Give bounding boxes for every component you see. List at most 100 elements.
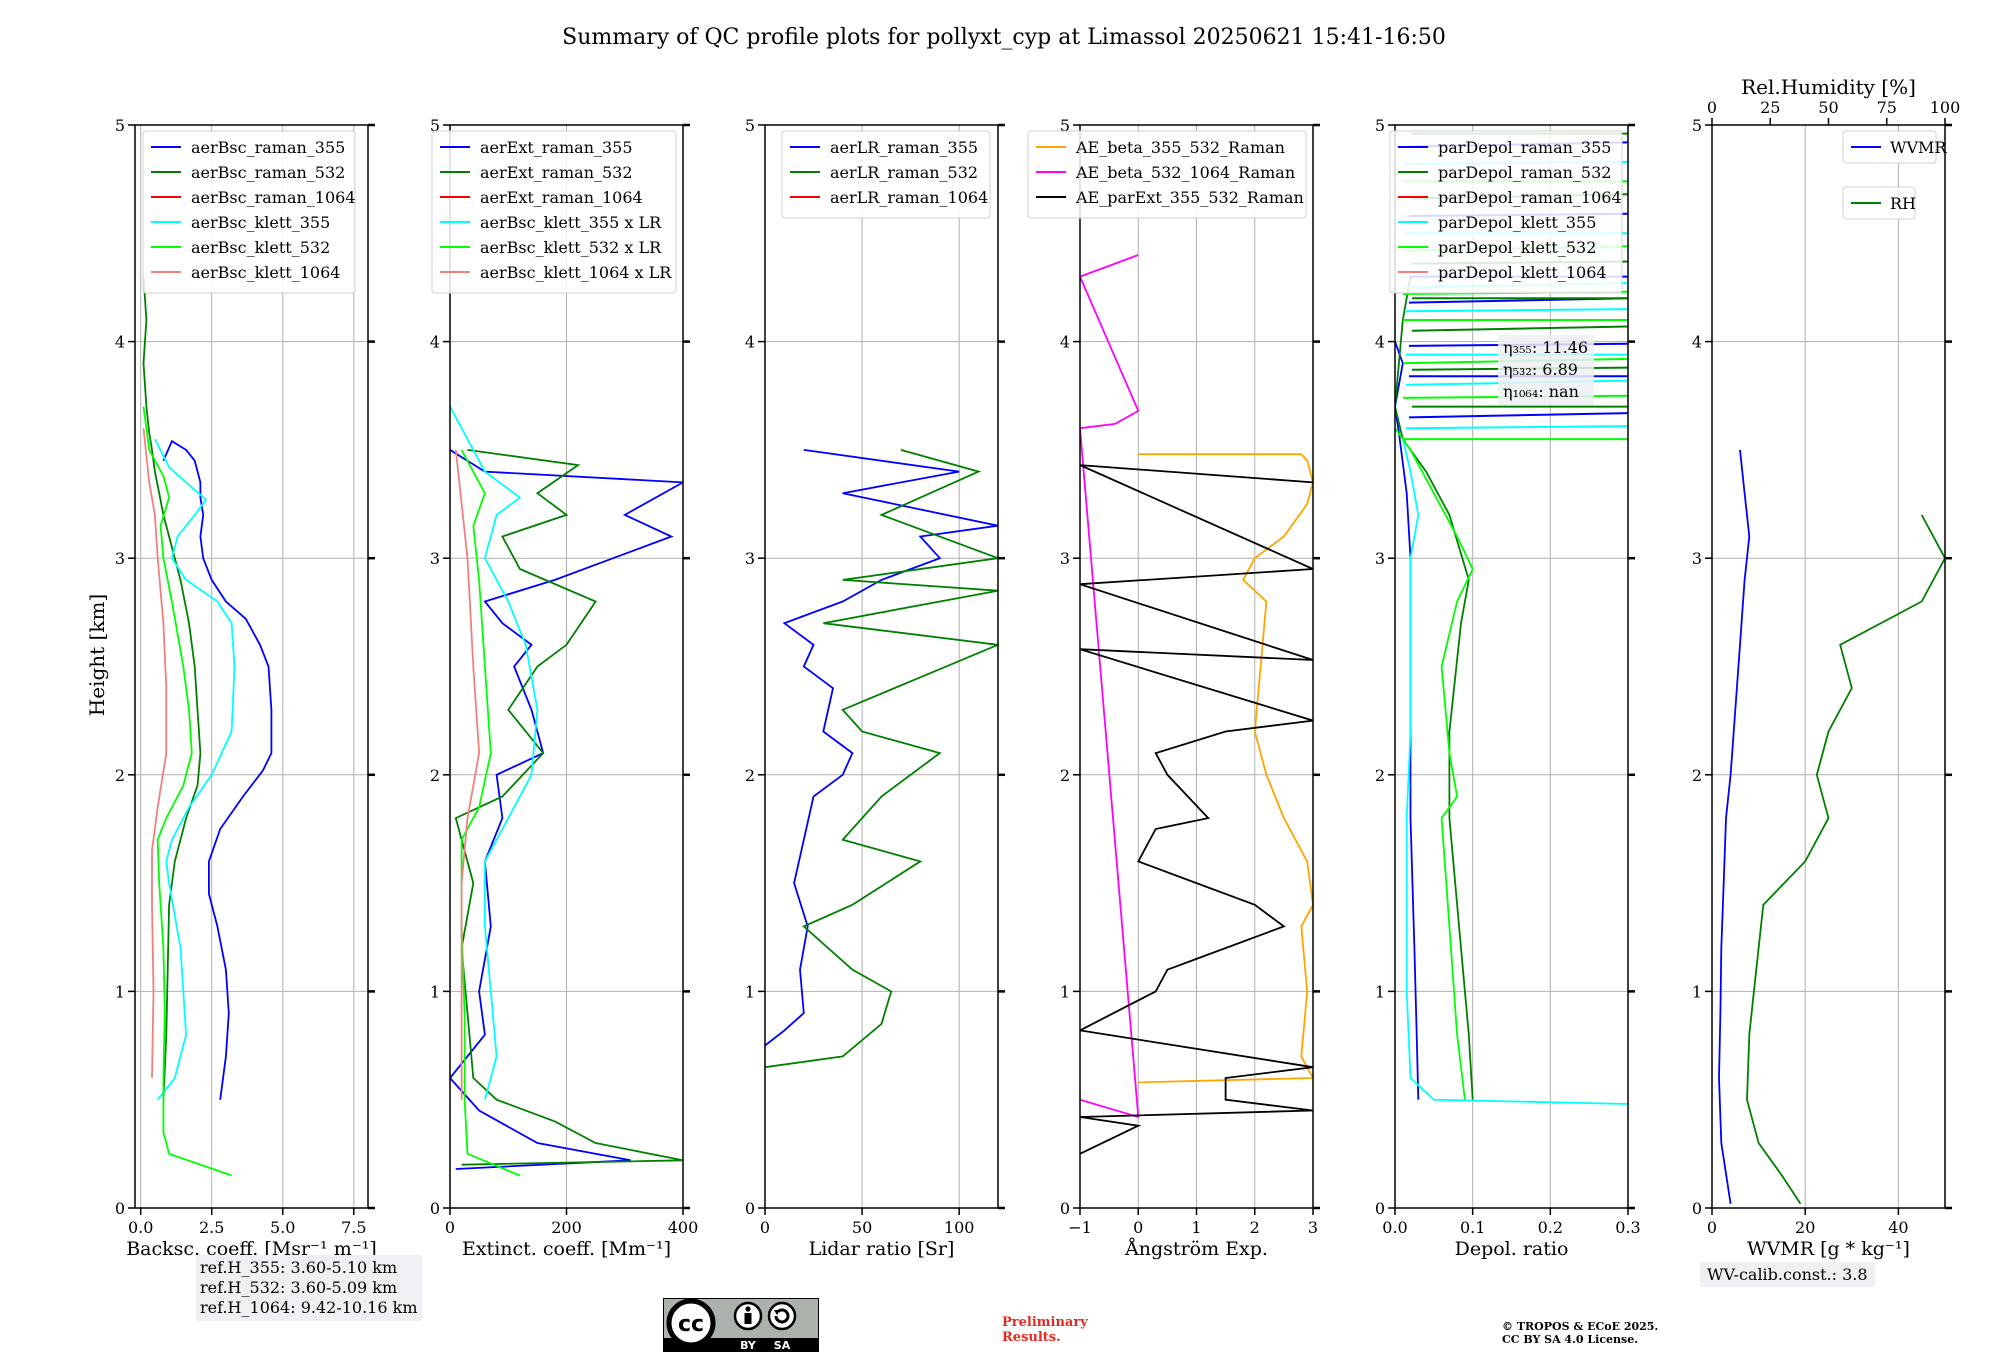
legend-box <box>142 130 356 294</box>
legend-label: aerExt_raman_532 <box>480 163 633 182</box>
axes-frame <box>764 124 999 1209</box>
cc-by-sa-logo: cc BY SA <box>663 1298 819 1352</box>
x-axis-label: Extinct. coeff. [Mm⁻¹] <box>462 1238 671 1260</box>
series-line-aerlr-raman-355 <box>765 449 998 1047</box>
series-line-pardepol-klett-532 <box>1395 427 1474 1100</box>
depol-noise-streak <box>1411 325 1628 332</box>
legend-label: RH <box>1890 194 1916 213</box>
ytick-label: 4 <box>1692 333 1702 352</box>
ytick-label: 0 <box>115 1199 125 1218</box>
axes-frame <box>1711 124 1946 1209</box>
series-line-aerbsc-klett-1064 <box>142 428 168 1079</box>
depol-noise-streak <box>1405 425 1628 430</box>
legend-label: parDepol_klett_1064 <box>1438 263 1607 282</box>
series-line-ae-beta-355-532-raman <box>1138 453 1313 1084</box>
ytick-label: 3 <box>1375 549 1385 568</box>
xtick-label: 7.5 <box>341 1218 366 1237</box>
xtick-label: 0.0 <box>1382 1218 1407 1237</box>
top-xtick-label: 0 <box>1707 98 1717 117</box>
series-line-aerext-raman-532 <box>454 449 683 1166</box>
xtick-label: 0 <box>445 1218 455 1237</box>
depol-noise-streak <box>1408 412 1628 419</box>
plot-area-wv <box>1718 449 1945 1205</box>
legend-label: parDepol_klett_355 <box>1438 213 1596 232</box>
preliminary-note: Preliminary Results. <box>1002 1315 1088 1345</box>
legend-label: AE_beta_355_532_Raman <box>1075 138 1285 157</box>
x-axis-label: Backsc. coeff. [Msr⁻¹ m⁻¹] <box>126 1238 377 1260</box>
series-line-aerbsc-klett-532 <box>142 406 232 1177</box>
ytick-label: 4 <box>430 333 440 352</box>
ytick-label: 4 <box>1060 333 1070 352</box>
series-line-aerbsc-klett-532-x-lr <box>460 449 521 1177</box>
ytick-label: 3 <box>1692 549 1702 568</box>
xtick-label: 0.1 <box>1460 1218 1485 1237</box>
xtick-label: 0 <box>760 1218 770 1237</box>
xtick-label: 1 <box>1191 1218 1201 1237</box>
panel-depol: 0 1 2 3 4 5 0.0 0.1 0.2 0.3 Depol. ratio parDepol_r… <box>1375 116 1641 1260</box>
ytick-label: 2 <box>1692 766 1702 785</box>
legend-label: aerLR_raman_355 <box>830 138 978 157</box>
ytick-label: 5 <box>1060 116 1070 135</box>
xtick-label: 0.0 <box>128 1218 153 1237</box>
legend-label: aerBsc_raman_532 <box>191 163 345 182</box>
axes-frame <box>1394 124 1629 1209</box>
ytick-label: 1 <box>1375 982 1385 1001</box>
series-line-ae-parext-355-532-raman <box>1080 464 1313 1155</box>
xtick-label: 200 <box>551 1218 582 1237</box>
depol-noise-streak <box>1405 308 1628 313</box>
legend-label: aerBsc_klett_1064 <box>191 263 340 282</box>
legend-label: aerBsc_raman_355 <box>191 138 345 157</box>
legend-label: aerLR_raman_1064 <box>830 188 988 207</box>
ytick-label: 5 <box>745 116 755 135</box>
series-line-aerbsc-klett-1064-x-lr <box>454 449 481 1100</box>
legend-label: parDepol_raman_532 <box>1438 163 1611 182</box>
ytick-label: 4 <box>115 333 125 352</box>
xtick-label: 20 <box>1795 1218 1815 1237</box>
legend-label: aerExt_raman_1064 <box>480 188 643 207</box>
series-line-wvmr <box>1718 449 1751 1204</box>
xtick-label: 0 <box>1707 1218 1717 1237</box>
ytick-label: 0 <box>1375 1199 1385 1218</box>
ytick-label: 2 <box>115 766 125 785</box>
legend-depol: parDepol_raman_355 parDepol_raman_532 parD… <box>1389 130 1623 294</box>
legend-box <box>431 130 677 294</box>
ytick-label: 3 <box>745 549 755 568</box>
legend-label: AE_beta_532_1064_Raman <box>1075 163 1295 182</box>
ytick-label: 1 <box>1692 982 1702 1001</box>
ytick-label: 5 <box>115 116 125 135</box>
wv-calibration-box: WV-calib.const.: 3.8 <box>1700 1262 1875 1287</box>
ytick-label: 2 <box>745 766 755 785</box>
ytick-label: 3 <box>1060 549 1070 568</box>
ytick-label: 2 <box>430 766 440 785</box>
annotation-box <box>1498 335 1594 405</box>
legend-box-wvmr <box>1842 130 1937 164</box>
series-line-aerlr-raman-532 <box>765 449 998 1069</box>
plot-area-bsc <box>142 276 273 1177</box>
ytick-label: 4 <box>745 333 755 352</box>
legend-label: aerLR_raman_532 <box>830 163 978 182</box>
top-xtick-label: 100 <box>1930 98 1961 117</box>
legend-label: parDepol_raman_1064 <box>1438 188 1622 207</box>
ytick-label: 0 <box>745 1199 755 1218</box>
xtick-label: 0 <box>1133 1218 1143 1237</box>
depol-calibration-annotation: η₃₅₅: 11.46 η₅₃₂: 6.89 η₁₀₆₄: nan <box>1498 335 1594 405</box>
ytick-label: 4 <box>1375 333 1385 352</box>
legend-bsc: aerBsc_raman_355 aerBsc_raman_532 aerBsc_r… <box>142 130 356 294</box>
ytick-label: 2 <box>1375 766 1385 785</box>
ytick-label: 1 <box>430 982 440 1001</box>
xtick-label: 400 <box>668 1218 699 1237</box>
plot-area-ae <box>1080 254 1313 1155</box>
ytick-label: 2 <box>1060 766 1070 785</box>
ref-height-532: ref.H_532: 3.60-5.09 km <box>200 1278 398 1297</box>
figure-title: Summary of QC profile plots for pollyxt_… <box>562 25 1446 50</box>
top-xtick-label: 25 <box>1760 98 1780 117</box>
preliminary-line-1: Preliminary <box>1002 1315 1088 1330</box>
ytick-label: 5 <box>1375 116 1385 135</box>
legend-label: aerBsc_klett_532 x LR <box>480 238 662 257</box>
legend-label: AE_parExt_355_532_Raman <box>1075 188 1304 207</box>
series-line-aerbsc-klett-355-x-lr <box>450 406 539 1100</box>
